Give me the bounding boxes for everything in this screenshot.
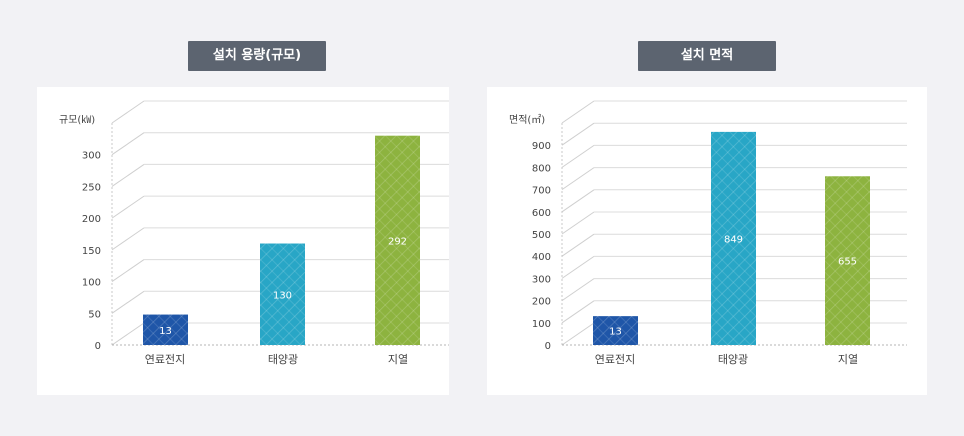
chart2-bar-1 — [593, 316, 638, 345]
chart2-tick-label: 900 — [532, 141, 551, 152]
chart1-tick-label: 300 — [82, 151, 101, 162]
chart1-grid-diagonal — [111, 100, 145, 124]
chart2-tick-label: 700 — [532, 186, 551, 197]
chart2-grid-diagonal — [561, 144, 595, 168]
chart2-tick-label: 100 — [532, 319, 551, 330]
chart2-grid-diagonal — [561, 211, 595, 235]
chart2-tick-label: 300 — [532, 274, 551, 285]
chart2-svg: 면적(㎡) 0 100 200 300 400 500 600 700 800 900 13 연료전지 8… — [509, 100, 907, 366]
chart2-tick-label: 500 — [532, 230, 551, 241]
chart1-ylabel: 규모(㎾) — [59, 114, 95, 126]
chart1-panel: 규모(㎾) 0 50 100 150 200 250 300 13 연료전지 130 태양광 292 지열 — [37, 87, 449, 395]
chart1-tick-label: 150 — [82, 246, 101, 257]
chart2-bar-3 — [825, 176, 870, 345]
chart1-svg: 규모(㎾) 0 50 100 150 200 250 300 13 연료전지 130 태양광 292 지열 — [59, 100, 449, 366]
chart2-tick-label: 400 — [532, 252, 551, 263]
chart2-grid-diagonal — [561, 233, 595, 257]
chart1-grid-diagonal — [111, 290, 145, 314]
chart2-value-label-1: 13 — [609, 327, 622, 338]
chart1-tick-label: 250 — [82, 182, 101, 193]
chart2-grid-diagonal — [561, 167, 595, 191]
chart2-tick-label: 800 — [532, 163, 551, 174]
chart1-grid-diagonal — [111, 132, 145, 156]
chart2-category-label-1: 연료전지 — [595, 353, 635, 366]
chart2-tick-label: 200 — [532, 297, 551, 308]
chart1-title: 설치 용량(규모) — [188, 41, 326, 71]
chart2-value-label-2: 849 — [724, 234, 743, 245]
chart1-value-label-3: 292 — [388, 236, 407, 247]
chart1-grid-diagonal — [111, 164, 145, 187]
chart2-tick-label: 600 — [532, 208, 551, 219]
chart2-grid-diagonal — [561, 278, 595, 302]
chart1-bar-3 — [375, 135, 420, 345]
chart1-tick-label: 0 — [95, 341, 101, 352]
chart2-title: 설치 면적 — [638, 41, 776, 71]
chart2-ylabel: 면적(㎡) — [509, 114, 545, 126]
chart1-category-label-3: 지열 — [388, 353, 408, 366]
chart1-tick-label: 100 — [82, 278, 101, 289]
chart2-grid-diagonal — [561, 255, 595, 279]
chart2-grid-diagonal — [561, 189, 595, 213]
chart2-grid-diagonal — [561, 122, 595, 146]
chart2-grid-diagonal — [561, 100, 595, 124]
chart2-panel: 면적(㎡) 0 100 200 300 400 500 600 700 800 900 13 연료전지 8… — [487, 87, 927, 395]
chart1-grid-diagonal — [111, 322, 145, 346]
chart1-value-label-1: 13 — [159, 326, 172, 337]
chart2-grid-diagonal — [561, 300, 595, 324]
chart1-category-label-1: 연료전지 — [145, 353, 185, 366]
chart2-bar-2 — [711, 131, 756, 345]
chart1-tick-label: 200 — [82, 214, 101, 225]
chart2-value-label-3: 655 — [838, 257, 857, 268]
chart1-tick-label: 50 — [88, 309, 101, 320]
chart1-grid-diagonal — [111, 195, 145, 219]
chart1-grid-diagonal — [111, 259, 145, 282]
chart2-tick-label: 0 — [545, 341, 551, 352]
chart2-category-label-2: 태양광 — [718, 353, 748, 366]
chart1-bar-1 — [143, 314, 188, 345]
chart1-category-label-2: 태양광 — [268, 353, 298, 366]
chart1-grid-diagonal — [111, 227, 145, 251]
chart1-value-label-2: 130 — [273, 290, 292, 301]
chart2-category-label-3: 지열 — [838, 353, 858, 366]
chart1-bar-2 — [260, 243, 305, 345]
chart2-grid-diagonal — [561, 322, 595, 346]
